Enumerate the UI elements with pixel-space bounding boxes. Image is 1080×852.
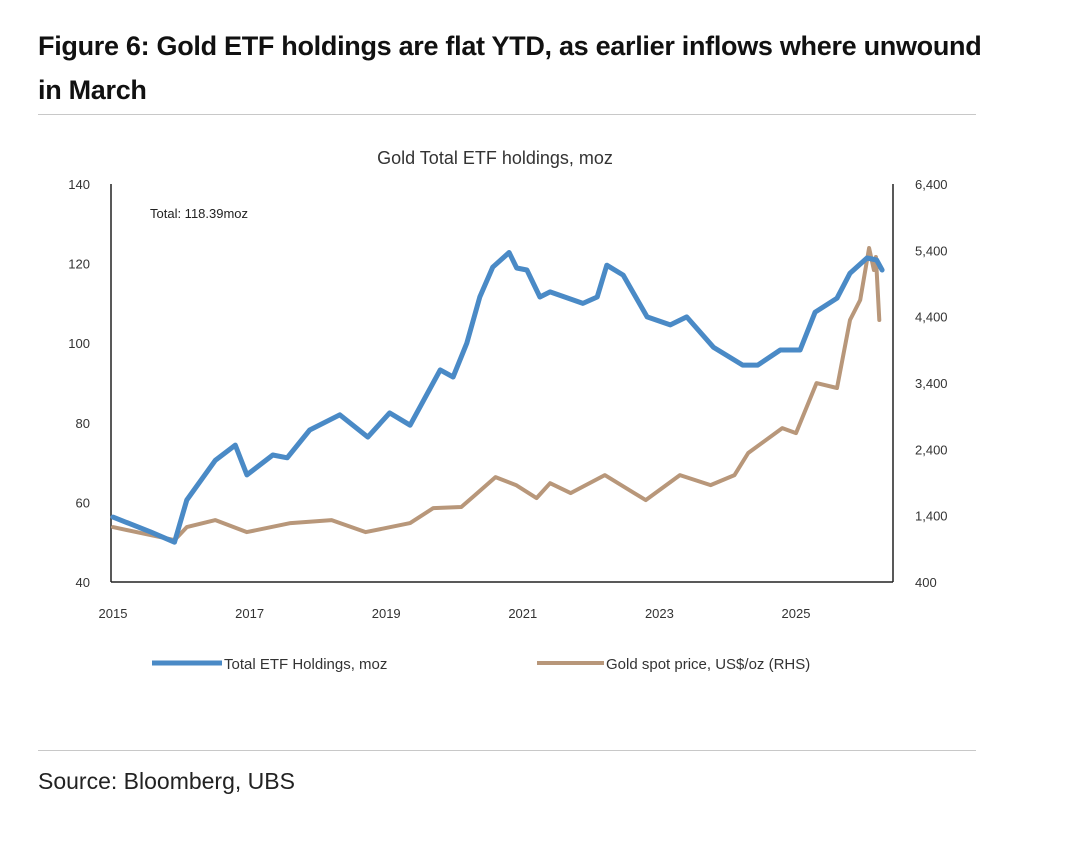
left-tick-label: 100 bbox=[68, 336, 90, 351]
bottom-divider bbox=[38, 750, 976, 751]
source-note: Source: Bloomberg, UBS bbox=[38, 768, 295, 794]
right-tick-label: 2,400 bbox=[915, 442, 948, 457]
left-tick-label: 60 bbox=[76, 495, 90, 510]
etf-holdings-line bbox=[110, 250, 885, 545]
right-tick-label: 400 bbox=[915, 575, 937, 590]
right-tick-label: 4,400 bbox=[915, 310, 948, 325]
legend-label-etf: Total ETF Holdings, moz bbox=[224, 656, 387, 673]
total-annotation: Total: 118.39moz bbox=[150, 206, 248, 221]
x-tick-label: 2025 bbox=[782, 606, 811, 621]
x-tick-label: 2019 bbox=[372, 606, 401, 621]
gold-price-line bbox=[111, 246, 882, 543]
right-tick-label: 1,400 bbox=[915, 509, 948, 524]
x-tick-label: 2015 bbox=[99, 606, 128, 621]
right-tick-label: 3,400 bbox=[915, 376, 948, 391]
x-tick-label: 2023 bbox=[645, 606, 674, 621]
x-tick-label: 2017 bbox=[235, 606, 264, 621]
right-tick-label: 6,400 bbox=[915, 177, 948, 192]
left-tick-label: 140 bbox=[68, 177, 90, 192]
left-tick-label: 40 bbox=[76, 575, 90, 590]
left-tick-label: 80 bbox=[76, 416, 90, 431]
legend: Total ETF Holdings, moz Gold spot price,… bbox=[152, 656, 810, 673]
legend-label-gold: Gold spot price, US$/oz (RHS) bbox=[606, 656, 810, 673]
chart-title: Gold Total ETF holdings, moz bbox=[377, 148, 613, 168]
top-divider bbox=[38, 114, 976, 115]
figure-title: Figure 6: Gold ETF holdings are flat YTD… bbox=[38, 31, 982, 105]
left-tick-label: 120 bbox=[68, 257, 90, 272]
x-tick-label: 2021 bbox=[508, 606, 537, 621]
right-tick-label: 5,400 bbox=[915, 243, 948, 258]
